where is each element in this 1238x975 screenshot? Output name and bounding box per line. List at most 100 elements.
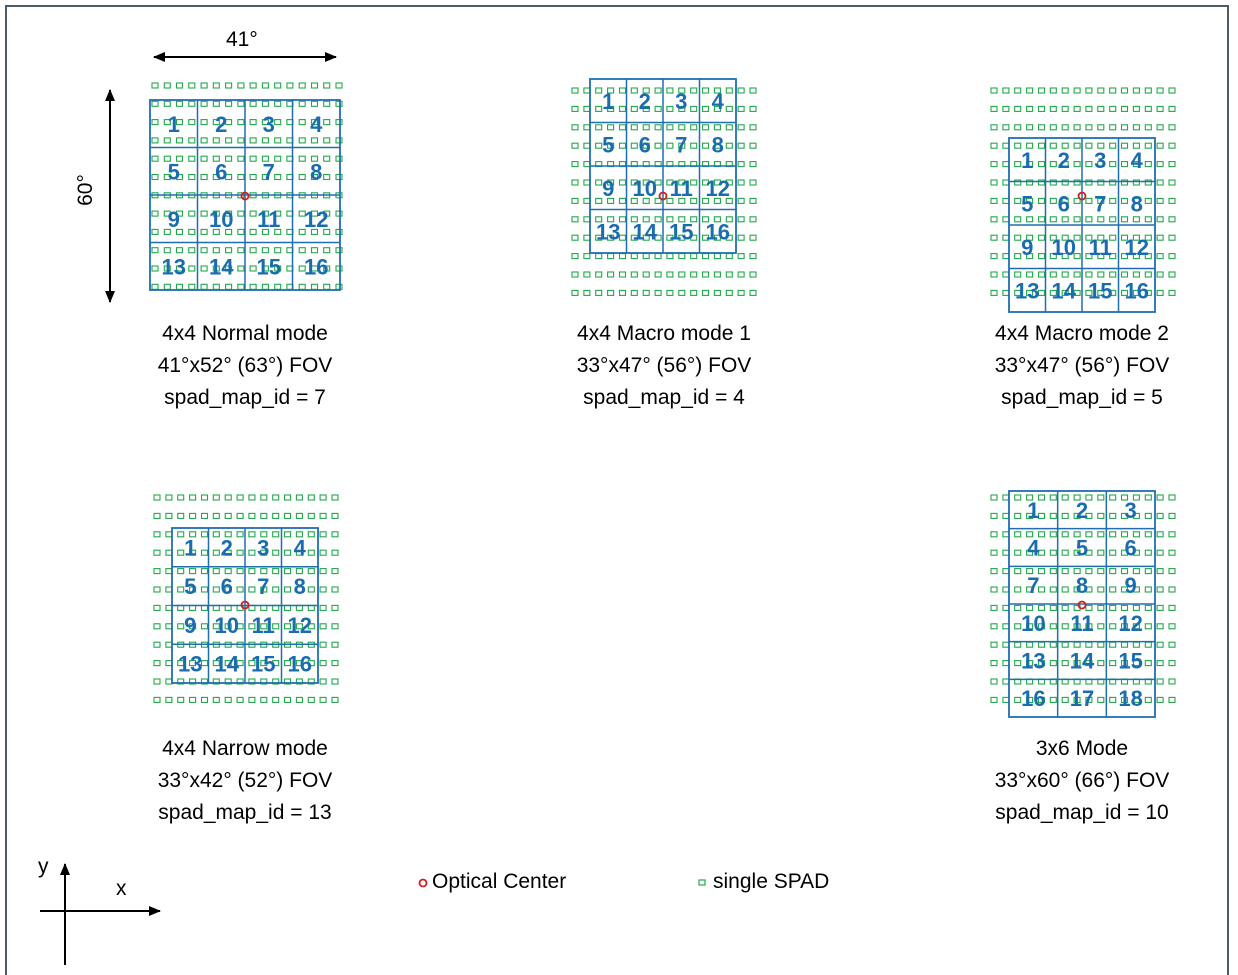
spad-cell (177, 586, 185, 593)
spad-cell (1037, 494, 1046, 501)
zone-number: 3 (1125, 498, 1137, 523)
spad-cell (335, 173, 343, 181)
spad-cell (1097, 105, 1105, 112)
spad-cell (1109, 179, 1117, 186)
spad-cell (236, 586, 244, 593)
zone-number: 12 (1125, 235, 1149, 260)
spad-cell (212, 586, 220, 593)
spad-map-id: spad_map_id = 7 (164, 386, 326, 409)
zone-number: 4 (1027, 536, 1040, 561)
spad-cell (1061, 142, 1069, 149)
zone-number: 15 (257, 254, 281, 279)
spad-cell (237, 210, 245, 217)
spad-cell (298, 119, 306, 126)
spad-cell (1014, 623, 1022, 630)
spad-cell (1061, 494, 1069, 501)
spad-cell (1037, 197, 1046, 204)
spad-cell (1132, 142, 1140, 149)
spad-cell (583, 179, 591, 186)
spad-cell (175, 137, 184, 144)
spad-cell (1168, 512, 1176, 519)
optical-center-marker (240, 191, 250, 201)
spad-cell (1002, 660, 1010, 667)
spad-cell (1168, 641, 1176, 648)
spad-cell (1168, 87, 1176, 94)
spad-cell (618, 142, 627, 149)
spad-cell (701, 253, 710, 260)
spad-cell (749, 124, 757, 131)
spad-cell (1097, 142, 1105, 149)
zone-number: 7 (263, 159, 275, 184)
fov-text: 33°x42° (52°) FOV (157, 769, 333, 792)
spad-cell (1085, 641, 1093, 648)
spad-cell (298, 100, 306, 107)
spad-cell (1014, 660, 1022, 667)
spad-cell (1144, 623, 1152, 630)
spad-cell (310, 82, 319, 89)
zone-number: 8 (1131, 191, 1143, 216)
spad-cell (642, 234, 650, 241)
spad-cell (571, 216, 579, 223)
spad-cell (189, 512, 197, 519)
spad-cell (595, 179, 603, 186)
spad-cell (1109, 568, 1117, 575)
spad-cell (1097, 124, 1105, 131)
spad-cell (319, 604, 327, 611)
spad-cell (212, 228, 220, 235)
spad-cell (1073, 549, 1081, 556)
spad-cell (295, 568, 303, 575)
spad-cell (1037, 604, 1046, 611)
spad-cell (1144, 179, 1152, 186)
spad-cell (323, 228, 331, 235)
spad-cell (331, 641, 339, 648)
spad-cell (701, 289, 710, 296)
spad-cell (1014, 494, 1022, 501)
spad-cell (737, 289, 745, 296)
spad-cell (1061, 289, 1069, 296)
zone-number: 4 (712, 89, 725, 114)
spad-cell (1109, 161, 1117, 168)
spad-cell (200, 678, 209, 685)
spad-cell (1168, 678, 1176, 685)
spad-cell (1014, 197, 1022, 204)
spad-cell (1085, 289, 1093, 296)
spad-cell (1061, 124, 1069, 131)
spad-cell (323, 265, 331, 272)
spad-cell (274, 173, 282, 181)
spad-cell (307, 660, 315, 667)
spad-cell (737, 216, 745, 223)
spad-cell (1073, 641, 1081, 648)
spad-cell (1120, 142, 1129, 149)
spad-cell (260, 568, 268, 575)
spad-cell (1120, 161, 1129, 168)
spad-cell (261, 137, 269, 144)
spad-cell (571, 179, 579, 186)
spad-cell (1168, 604, 1176, 611)
spad-cell (1049, 124, 1057, 131)
spad-cell (1109, 512, 1117, 519)
spad-cell (153, 641, 161, 648)
spad-cell (990, 271, 998, 278)
width-dimension-label: 41° (226, 28, 258, 51)
spad-cell (618, 253, 627, 260)
spad-cell (1144, 696, 1152, 703)
spad-cell (1168, 660, 1176, 667)
spad-map-id: spad_map_id = 13 (158, 801, 332, 824)
optical-center-marker (240, 600, 250, 610)
spad-cell (189, 549, 197, 556)
spad-cell (307, 586, 315, 593)
zone-number: 15 (1088, 278, 1112, 303)
spad-cell (1156, 660, 1164, 667)
spad-cell (1073, 568, 1081, 575)
spad-cell (1061, 234, 1069, 241)
spad-cell (583, 124, 591, 131)
zone-number: 2 (639, 89, 651, 114)
spad-cell (261, 119, 269, 126)
spad-cell (200, 155, 208, 162)
spad-cell (225, 265, 233, 272)
spad-cell (1014, 161, 1022, 168)
spad-cell (666, 142, 674, 149)
spad-cell (1037, 568, 1046, 575)
spad-cell (274, 119, 282, 126)
